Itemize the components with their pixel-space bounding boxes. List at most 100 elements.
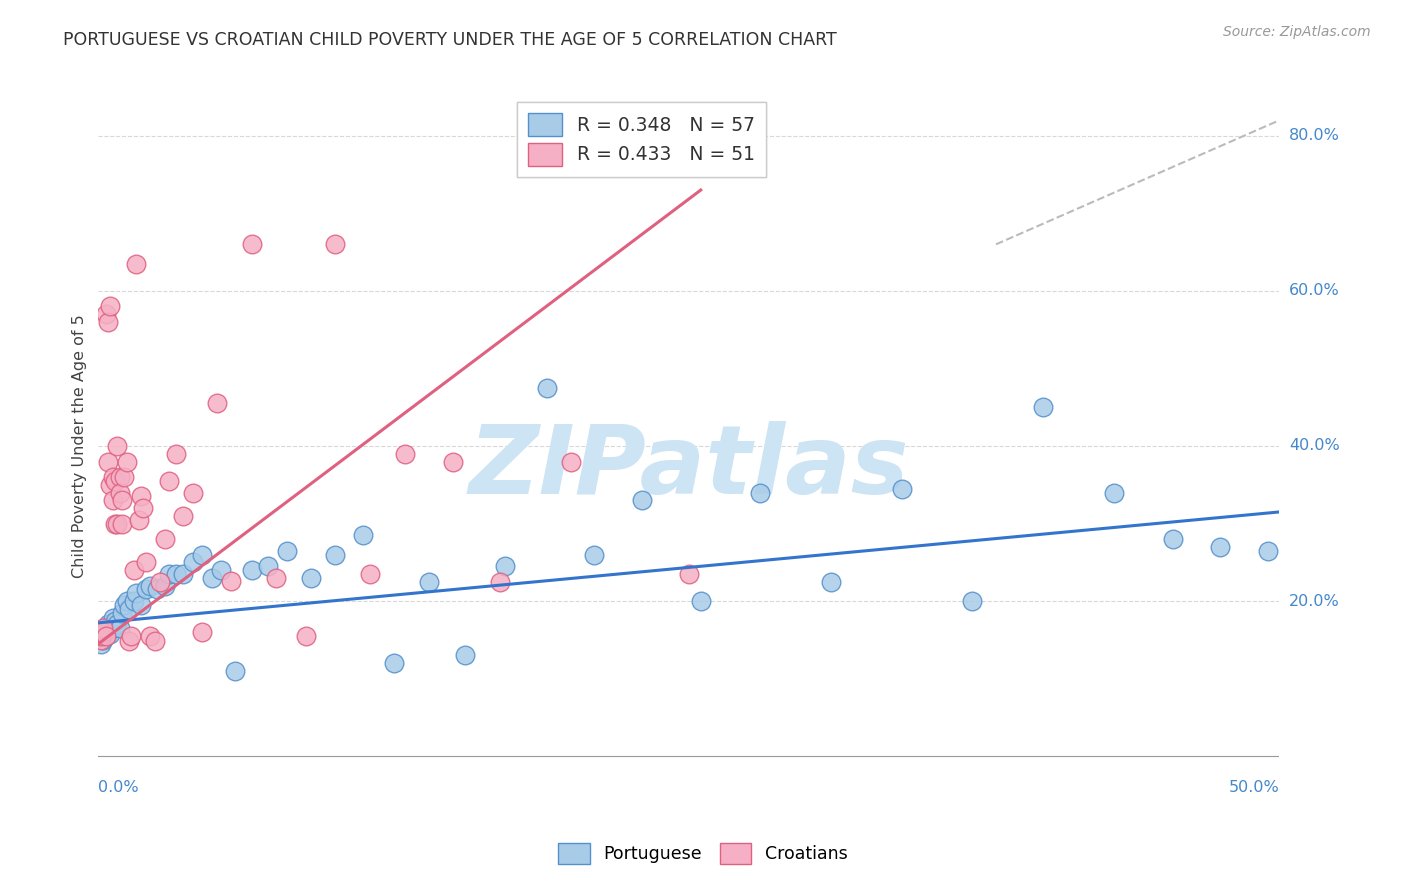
Point [111, 516, 134, 531]
Text: Source: ZipAtlas.com: Source: ZipAtlas.com [1223, 25, 1371, 39]
Point [112, 598, 135, 612]
Point [108, 470, 131, 484]
Point [201, 571, 224, 585]
Point [97, 454, 120, 468]
Point [90, 629, 112, 643]
Point [104, 614, 127, 628]
Point [323, 548, 346, 562]
Point [104, 516, 127, 531]
Point [962, 594, 984, 608]
Text: 0.0%: 0.0% [98, 780, 139, 795]
Point [678, 566, 700, 581]
Text: 60.0%: 60.0% [1289, 284, 1340, 298]
Point [394, 447, 416, 461]
Point [129, 490, 152, 504]
Point [146, 582, 169, 597]
Point [209, 563, 232, 577]
Text: 80.0%: 80.0% [1289, 128, 1340, 144]
Point [748, 485, 770, 500]
Legend: R = 0.348   N = 57, R = 0.433   N = 51: R = 0.348 N = 57, R = 0.433 N = 51 [517, 103, 766, 177]
Point [91, 625, 114, 640]
Legend: Portuguese, Croatians: Portuguese, Croatians [550, 834, 856, 872]
Point [125, 586, 148, 600]
Point [382, 656, 405, 670]
Point [1257, 543, 1279, 558]
Point [94, 629, 117, 643]
Point [165, 566, 187, 581]
Point [128, 513, 150, 527]
Point [108, 485, 131, 500]
Point [352, 528, 374, 542]
Point [125, 257, 148, 271]
Point [135, 582, 157, 597]
Point [98, 477, 121, 491]
Point [94, 307, 117, 321]
Point [90, 632, 112, 647]
Point [139, 579, 162, 593]
Y-axis label: Child Poverty Under the Age of 5: Child Poverty Under the Age of 5 [72, 314, 87, 578]
Text: ZIPatlas: ZIPatlas [468, 421, 910, 514]
Point [153, 532, 176, 546]
Point [94, 629, 117, 643]
Point [264, 571, 287, 585]
Point [105, 439, 128, 453]
Point [98, 626, 121, 640]
Point [583, 548, 606, 562]
Point [101, 470, 124, 484]
Point [560, 454, 582, 468]
Point [820, 574, 842, 589]
Point [418, 574, 440, 589]
Text: PORTUGUESE VS CROATIAN CHILD POVERTY UNDER THE AGE OF 5 CORRELATION CHART: PORTUGUESE VS CROATIAN CHILD POVERTY UND… [63, 31, 837, 49]
Point [240, 563, 263, 577]
Point [890, 482, 912, 496]
Point [111, 606, 134, 620]
Point [494, 559, 516, 574]
Point [101, 611, 124, 625]
Point [149, 574, 172, 589]
Point [205, 396, 228, 410]
Point [101, 621, 124, 635]
Point [359, 566, 381, 581]
Text: 40.0%: 40.0% [1289, 439, 1340, 453]
Point [191, 625, 214, 640]
Point [98, 619, 121, 633]
Point [153, 579, 176, 593]
Point [299, 571, 322, 585]
Point [191, 548, 214, 562]
Point [98, 299, 121, 313]
Point [1102, 485, 1125, 500]
Point [157, 566, 180, 581]
Point [143, 634, 166, 648]
Point [118, 602, 141, 616]
Text: 50.0%: 50.0% [1229, 780, 1279, 795]
Point [441, 454, 464, 468]
Point [91, 632, 114, 647]
Point [108, 621, 131, 635]
Text: 20.0%: 20.0% [1289, 594, 1340, 608]
Point [122, 594, 145, 608]
Point [121, 629, 143, 643]
Point [630, 493, 652, 508]
Point [118, 634, 141, 648]
Point [91, 625, 114, 640]
Point [97, 315, 120, 329]
Point [323, 237, 346, 252]
Point [139, 629, 162, 643]
Point [219, 574, 242, 588]
Point [240, 237, 263, 252]
Point [689, 594, 711, 608]
Point [172, 508, 194, 523]
Point [97, 617, 120, 632]
Point [224, 664, 246, 678]
Point [172, 566, 194, 581]
Point [135, 555, 157, 569]
Point [132, 501, 155, 516]
Point [90, 637, 112, 651]
Point [91, 621, 114, 635]
Point [165, 447, 187, 461]
Point [115, 454, 138, 468]
Point [97, 626, 120, 640]
Point [90, 629, 112, 643]
Point [111, 493, 134, 508]
Point [157, 474, 180, 488]
